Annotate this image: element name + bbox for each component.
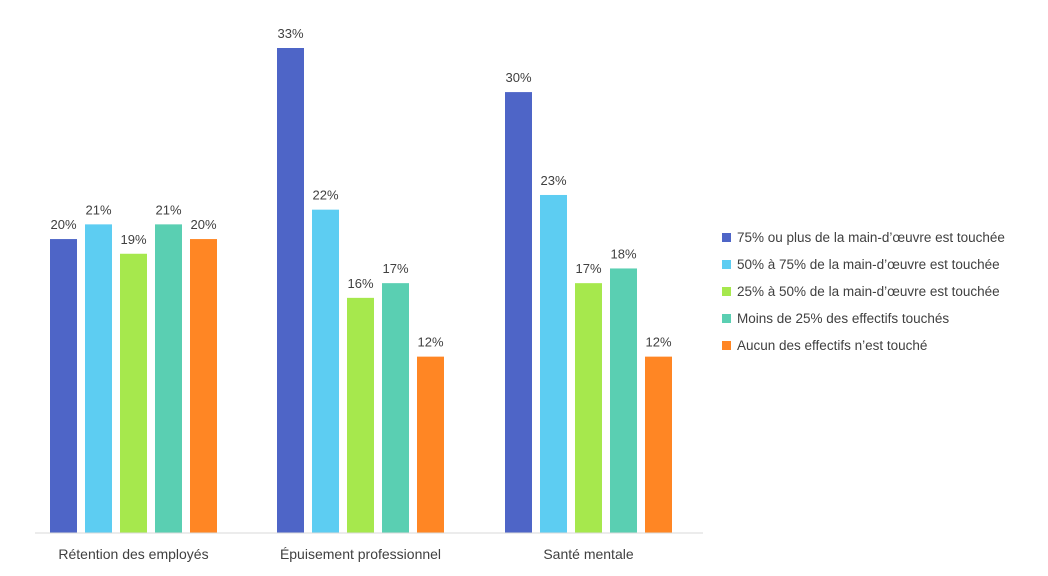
legend: 75% ou plus de la main-d’œuvre est touch…: [722, 224, 1005, 359]
legend-label: Aucun des effectifs n’est touché: [737, 338, 928, 353]
legend-label: 50% à 75% de la main-d’œuvre est touchée: [737, 257, 1000, 272]
bar: [347, 297, 374, 533]
bar-value-label: 12%: [645, 335, 671, 350]
legend-swatch: [722, 314, 731, 323]
legend-label: 75% ou plus de la main-d’œuvre est touch…: [737, 230, 1005, 245]
legend-item: 50% à 75% de la main-d’œuvre est touchée: [722, 251, 1005, 278]
bar: [277, 48, 304, 533]
legend-item: Aucun des effectifs n’est touché: [722, 332, 1005, 359]
bar: [540, 194, 567, 533]
bar: [610, 268, 637, 533]
category-label: Santé mentale: [543, 546, 633, 562]
bar-value-label: 21%: [155, 202, 181, 217]
bar: [190, 239, 217, 533]
legend-label: 25% à 50% de la main-d’œuvre est touchée: [737, 284, 1000, 299]
bar: [645, 356, 672, 533]
bar: [505, 92, 532, 533]
category-label: Rétention des employés: [58, 546, 208, 562]
bar-value-label: 17%: [382, 261, 408, 276]
bar-value-label: 17%: [575, 261, 601, 276]
legend-swatch: [722, 260, 731, 269]
category-labels-group: Rétention des employés Épuisement profess…: [58, 546, 633, 562]
bar-value-label: 20%: [190, 217, 216, 232]
bar-value-label: 20%: [50, 217, 76, 232]
bar: [120, 253, 147, 533]
legend-item: 25% à 50% de la main-d’œuvre est touchée: [722, 278, 1005, 305]
bar: [50, 239, 77, 533]
legend-item: Moins de 25% des effectifs touchés: [722, 305, 1005, 332]
bar: [85, 224, 112, 533]
value-labels-group: 20% 21% 19% 21% 20% 33% 22% 16% 17% 12% 30% 23% 17% 1…: [50, 26, 671, 350]
bar-value-label: 23%: [540, 173, 566, 188]
bar: [417, 356, 444, 533]
bar: [155, 224, 182, 533]
bar-value-label: 33%: [277, 26, 303, 41]
bar-value-label: 22%: [312, 188, 338, 203]
legend-label: Moins de 25% des effectifs touchés: [737, 311, 950, 326]
legend-swatch: [722, 233, 731, 242]
bar-value-label: 18%: [610, 246, 636, 261]
bar-value-label: 12%: [417, 335, 443, 350]
legend-item: 75% ou plus de la main-d’œuvre est touch…: [722, 224, 1005, 251]
legend-swatch: [722, 341, 731, 350]
bar: [382, 283, 409, 533]
bar-value-label: 30%: [505, 70, 531, 85]
bar-value-label: 21%: [85, 202, 111, 217]
bars-group: [50, 48, 672, 533]
bar: [312, 209, 339, 533]
bar: [575, 283, 602, 533]
legend-swatch: [722, 287, 731, 296]
category-label: Épuisement professionnel: [280, 546, 441, 562]
bar-value-label: 19%: [120, 232, 146, 247]
bar-value-label: 16%: [347, 276, 373, 291]
